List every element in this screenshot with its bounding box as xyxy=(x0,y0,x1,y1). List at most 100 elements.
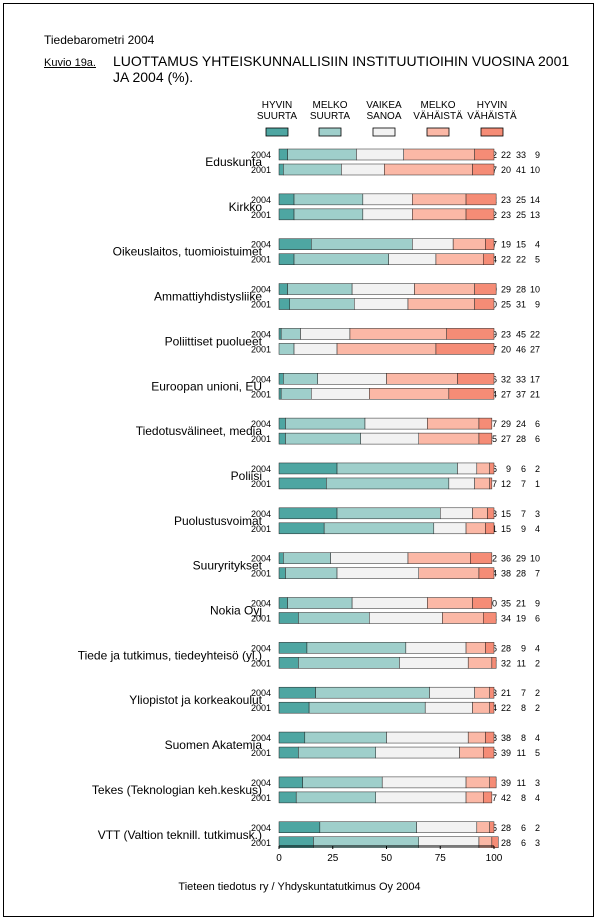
bar-segment xyxy=(278,567,286,579)
category-label: Puolustusvoimat xyxy=(174,514,263,528)
bar-segment xyxy=(489,821,495,833)
bar-segment xyxy=(478,432,493,445)
bar-segment xyxy=(336,567,419,579)
bar-segment xyxy=(403,148,475,161)
data-label: 6 xyxy=(535,614,540,624)
bar-segment xyxy=(442,612,484,624)
bar-segment xyxy=(278,746,299,759)
bar-segment xyxy=(317,373,387,385)
bar-segment xyxy=(418,432,480,445)
bar-segment xyxy=(457,373,495,385)
year-label: 2001 xyxy=(251,434,271,444)
x-tick-label: 50 xyxy=(381,853,393,864)
bar-segment xyxy=(278,432,286,445)
bar-segment xyxy=(474,686,490,699)
bar-segment xyxy=(384,163,473,176)
year-label: 2001 xyxy=(251,255,271,265)
bar-segment xyxy=(386,731,469,744)
data-label: 33 xyxy=(516,374,526,384)
year-label: 2004 xyxy=(251,285,271,295)
category-label: Suuryritykset xyxy=(193,559,263,573)
bar-segment xyxy=(278,343,295,355)
legend-label: SANOA xyxy=(366,111,401,122)
data-label: 38 xyxy=(501,569,511,579)
data-label: 2 xyxy=(535,823,540,833)
data-label: 7 xyxy=(492,344,497,354)
year-label: 2001 xyxy=(251,614,271,624)
year-label: 2004 xyxy=(251,240,271,250)
bar-segment xyxy=(433,522,467,535)
bar-segment xyxy=(278,163,284,176)
data-label: 27 xyxy=(501,434,511,444)
bar-segment xyxy=(323,522,435,535)
bar-segment xyxy=(407,552,471,564)
bar-segment xyxy=(354,298,409,310)
legend-label: VAIKEA xyxy=(366,100,402,111)
bar-segment xyxy=(302,776,383,789)
bar-segment xyxy=(280,388,312,400)
data-label: 15 xyxy=(501,509,511,519)
data-label: 23 xyxy=(501,329,511,339)
data-label: 28 xyxy=(501,823,511,833)
data-label: 9 xyxy=(535,150,540,160)
bar-segment xyxy=(287,597,353,609)
bar-segment xyxy=(336,462,458,475)
data-label: 32 xyxy=(501,658,511,668)
bar-segment xyxy=(476,821,490,833)
data-label: 23 xyxy=(501,210,511,220)
legend-label: HYVIN xyxy=(262,100,293,111)
report-title: Tiedebarometri 2004 xyxy=(44,33,155,47)
bar-segment xyxy=(472,163,495,176)
bar-segment xyxy=(298,657,400,669)
data-label: 2 xyxy=(535,703,540,713)
bar-segment xyxy=(435,343,495,355)
data-label: 15 xyxy=(516,240,526,250)
bar-segment xyxy=(369,388,450,400)
bar-segment xyxy=(489,477,493,490)
x-tick-label: 100 xyxy=(486,853,503,864)
year-label: 2004 xyxy=(251,464,271,474)
data-label: 22 xyxy=(501,150,511,160)
year-label: 2004 xyxy=(251,778,271,788)
bar-segment xyxy=(298,612,370,624)
data-label: 22 xyxy=(516,255,526,265)
bar-segment xyxy=(278,597,288,609)
bar-segment xyxy=(446,328,495,340)
category-label: Yliopistot ja korkeakoulut xyxy=(129,693,262,707)
bar-segment xyxy=(465,193,497,206)
category-label: Suomen Akatemia xyxy=(165,738,263,752)
data-label: 28 xyxy=(501,643,511,653)
year-label: 2004 xyxy=(251,509,271,519)
bar-segment xyxy=(467,731,486,744)
bar-segment xyxy=(293,193,364,206)
legend-label: HYVIN xyxy=(477,100,508,111)
bar-segment xyxy=(278,791,297,804)
bar-segment xyxy=(375,746,460,759)
bar-segment xyxy=(452,238,486,250)
bar-segment xyxy=(278,283,288,295)
bar-segment xyxy=(336,343,437,355)
bar-segment xyxy=(483,612,497,624)
bar-segment xyxy=(448,388,495,400)
data-label: 32 xyxy=(501,374,511,384)
bar-segment xyxy=(278,253,295,265)
x-tick-label: 0 xyxy=(276,853,282,864)
bar-segment xyxy=(487,507,495,520)
data-label: 4 xyxy=(535,643,540,653)
data-label: 10 xyxy=(530,554,540,564)
data-label: 1 xyxy=(535,479,540,489)
category-label: Tiede ja tutkimus, tiedeyhteisö (yl.) xyxy=(78,648,262,662)
year-label: 2004 xyxy=(251,150,271,160)
bar-segment xyxy=(399,657,469,669)
category-label: Eduskunta xyxy=(205,155,262,169)
bar-segment xyxy=(283,373,318,385)
data-label: 27 xyxy=(530,344,540,354)
data-label: 8 xyxy=(521,733,526,743)
data-label: 21 xyxy=(516,599,526,609)
bar-segment xyxy=(278,686,316,699)
data-label: 25 xyxy=(516,210,526,220)
data-label: 37 xyxy=(516,389,526,399)
data-label: 31 xyxy=(516,300,526,310)
year-label: 2004 xyxy=(251,554,271,564)
data-label: 29 xyxy=(501,285,511,295)
